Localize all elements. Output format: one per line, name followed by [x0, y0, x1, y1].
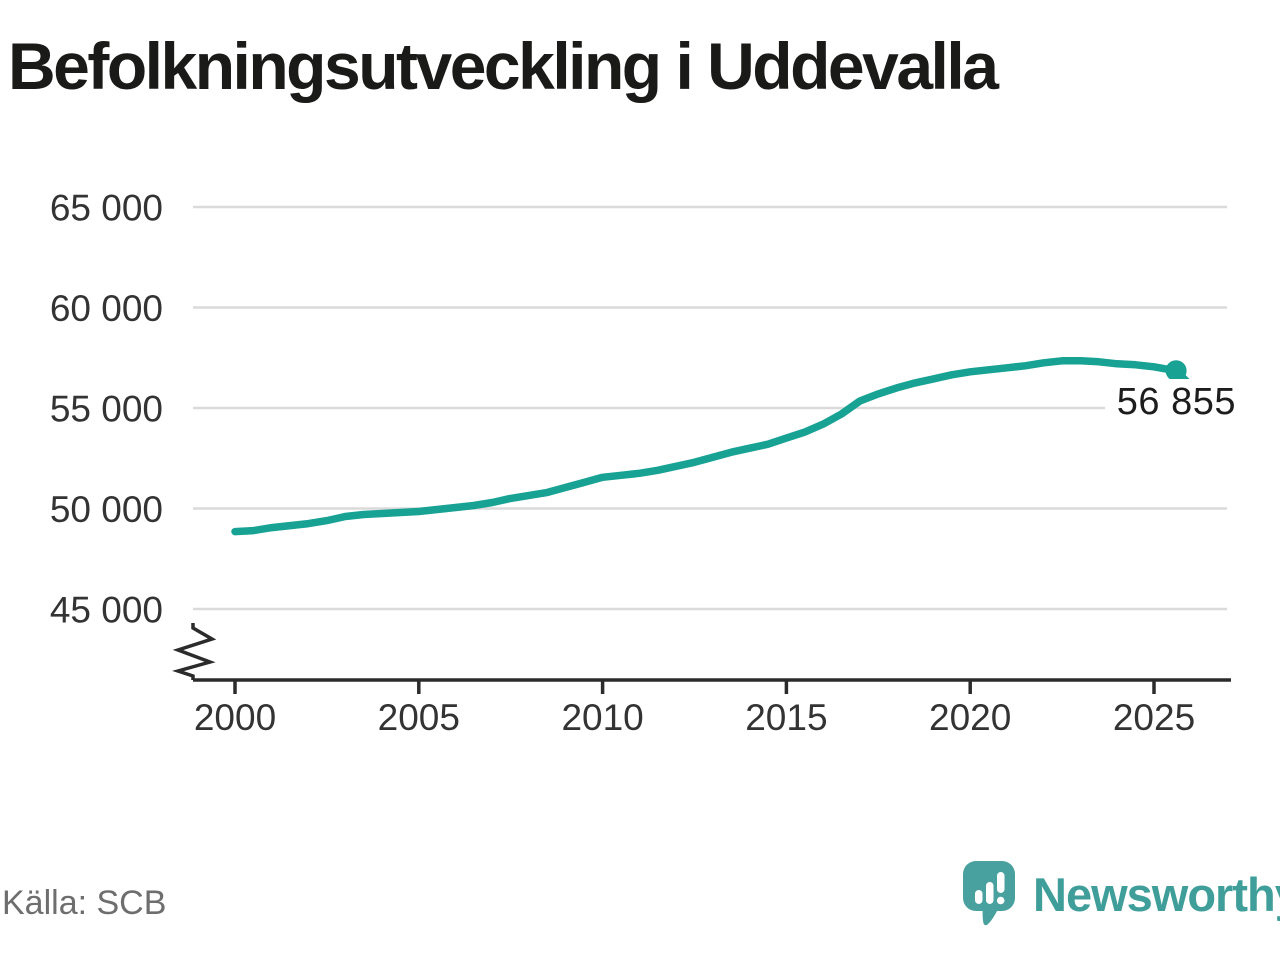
x-tick-label: 2020	[929, 697, 1011, 738]
y-tick-label: 60 000	[50, 288, 163, 329]
y-tick-label: 65 000	[50, 188, 163, 229]
x-tick-label: 2010	[561, 697, 643, 738]
y-tick-label: 55 000	[50, 389, 163, 430]
page-title: Befolkningsutveckling i Uddevalla	[8, 29, 999, 103]
y-tick-labels: 45 000 50 000 55 000 60 000 65 000	[50, 188, 163, 631]
x-tick-label: 2000	[194, 697, 276, 738]
gridlines	[193, 205, 1227, 611]
x-axis	[193, 678, 1231, 694]
x-tick-labels: 2000 2005 2010 2015 2020 2025	[194, 697, 1195, 738]
x-tick-label: 2025	[1113, 697, 1195, 738]
branding: Newsworthy	[963, 859, 1280, 929]
x-tick-label: 2015	[745, 697, 827, 738]
x-tick-label: 2005	[378, 697, 460, 738]
brand-name: Newsworthy	[1033, 868, 1280, 921]
latest-point-marker	[1165, 360, 1187, 382]
y-tick-label: 45 000	[50, 590, 163, 631]
population-line	[231, 357, 1191, 536]
y-tick-label: 50 000	[50, 489, 163, 530]
y-axis-break-icon	[172, 623, 217, 680]
newsworthy-logo-icon	[963, 861, 1015, 926]
latest-value-label: 56 855	[1104, 379, 1236, 428]
source-label: Källa: SCB	[2, 884, 167, 922]
